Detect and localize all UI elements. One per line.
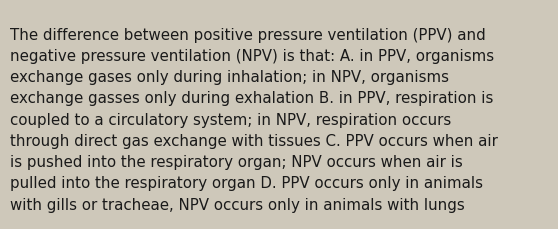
Text: The difference between positive pressure ventilation (PPV) and
negative pressure: The difference between positive pressure… (10, 27, 498, 212)
